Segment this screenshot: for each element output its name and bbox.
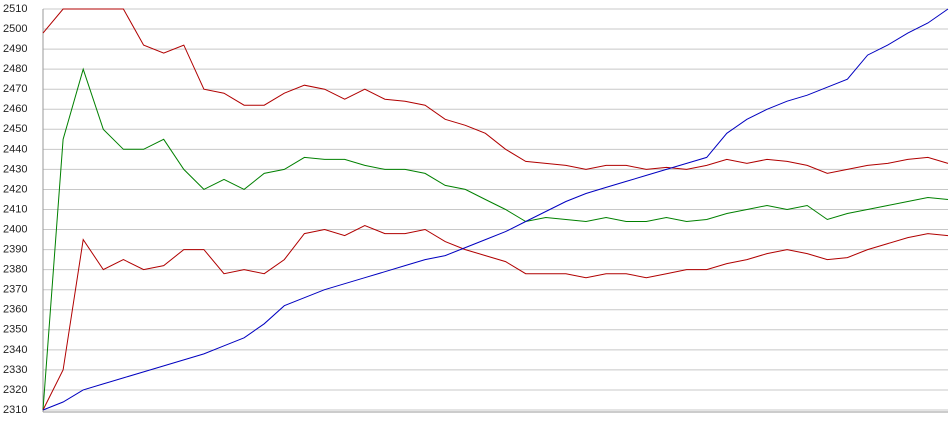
y-tick-label: 2500 (3, 23, 27, 35)
y-tick-label: 2470 (3, 83, 27, 95)
y-tick-label: 2420 (3, 183, 27, 195)
series-line (42, 224, 949, 411)
y-tick-label: 2310 (3, 404, 27, 416)
series-line (42, 8, 949, 174)
y-tick-label: 2480 (3, 63, 27, 75)
y-tick-label: 2390 (3, 244, 27, 256)
y-tick-label: 2430 (3, 163, 27, 175)
y-tick-label: 2320 (3, 384, 27, 396)
y-tick-label: 2460 (3, 103, 27, 115)
y-tick-label: 2330 (3, 364, 27, 376)
y-tick-label: 2450 (3, 123, 27, 135)
y-tick-label: 2510 (3, 3, 27, 15)
y-tick-label: 2370 (3, 284, 27, 296)
y-tick-label: 2410 (3, 203, 27, 215)
y-tick-label: 2340 (3, 344, 27, 356)
y-tick-label: 2490 (3, 43, 27, 55)
y-tick-label: 2380 (3, 264, 27, 276)
y-tick-label: 2440 (3, 143, 27, 155)
series-line (42, 8, 949, 411)
series-line (42, 67, 949, 411)
y-tick-label: 2360 (3, 304, 27, 316)
y-tick-label: 2350 (3, 324, 27, 336)
y-tick-label: 2400 (3, 223, 27, 235)
